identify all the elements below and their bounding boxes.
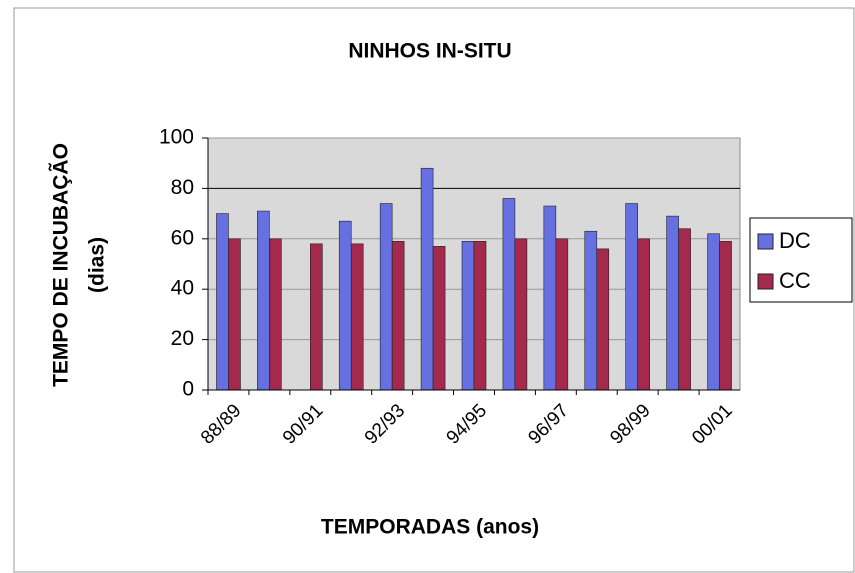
bar <box>461 241 475 391</box>
bar <box>514 238 528 391</box>
bar <box>350 243 364 391</box>
bar <box>473 241 487 391</box>
legend-label: DC <box>779 228 811 253</box>
bar <box>379 203 393 391</box>
legend-swatch <box>757 233 774 250</box>
y-axis-label: (dias) <box>86 237 109 293</box>
y-tick-label: 100 <box>159 126 194 149</box>
bar <box>310 243 323 391</box>
bar <box>432 246 446 391</box>
bar <box>678 228 691 391</box>
bar <box>625 203 638 391</box>
y-tick-label: 80 <box>171 176 194 199</box>
y-tick-label: 0 <box>182 378 194 401</box>
bar <box>257 210 270 391</box>
y-axis-label: TEMPO DE INCUBAÇÃO <box>50 143 73 387</box>
bar <box>707 233 720 391</box>
bar <box>338 220 352 391</box>
bar <box>637 238 650 391</box>
bar <box>228 238 241 391</box>
bar <box>216 213 229 391</box>
bar <box>666 215 679 391</box>
bar <box>596 248 610 391</box>
chart-title: NINHOS IN-SITU <box>348 40 511 63</box>
bar <box>555 238 569 391</box>
bar <box>269 238 282 391</box>
bar <box>391 241 405 391</box>
y-tick-label: 60 <box>171 226 194 249</box>
x-axis-label: TEMPORADAS (anos) <box>321 516 539 539</box>
legend-swatch <box>757 273 774 290</box>
legend-label: CC <box>779 268 811 293</box>
y-tick-label: 40 <box>171 277 194 300</box>
bar <box>502 198 516 391</box>
bar <box>420 167 434 391</box>
bar <box>584 230 598 391</box>
bar <box>719 241 732 391</box>
bar <box>543 205 557 391</box>
y-tick-label: 20 <box>171 327 194 350</box>
